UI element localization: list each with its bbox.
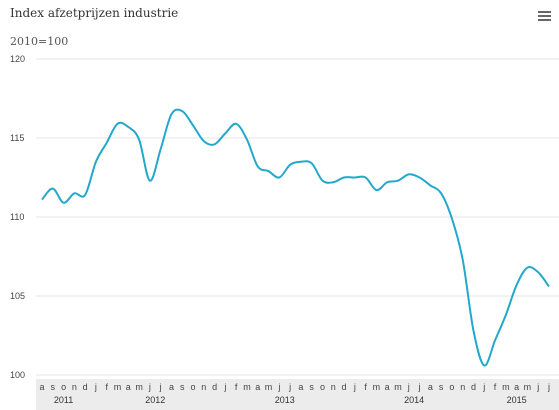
menu-bar: [538, 15, 551, 17]
x-tick-label: m: [114, 382, 122, 392]
x-tick-label: f: [364, 382, 367, 392]
x-tick-label: j: [536, 382, 539, 392]
x-tick-label: d: [83, 382, 88, 392]
menu-bar: [538, 19, 551, 21]
line-series: [41, 108, 550, 367]
x-tick-label: o: [191, 382, 196, 392]
x-tick-label: f: [105, 382, 108, 392]
x-tick-label: a: [514, 382, 519, 392]
x-tick-label: n: [72, 382, 77, 392]
x-tick-label: o: [61, 382, 66, 392]
x-tick-label: n: [201, 382, 206, 392]
y-tick-label: 120: [10, 54, 25, 64]
x-tick-label: f: [494, 382, 497, 392]
menu-icon[interactable]: [538, 11, 551, 21]
x-tick-label: s: [51, 382, 56, 392]
x-tick-label: a: [428, 382, 433, 392]
x-tick-label: a: [298, 382, 303, 392]
x-tick-label: o: [449, 382, 454, 392]
chart-subtitle: 2010=100: [10, 35, 68, 48]
x-tick-label: j: [277, 382, 280, 392]
chart-title: Index afzetprijzen industrie: [10, 6, 178, 20]
x-tick-label: s: [180, 382, 185, 392]
x-tick-label: a: [255, 382, 260, 392]
x-tick-label: j: [418, 382, 421, 392]
x-tick-label: m: [265, 382, 273, 392]
x-tick-label: m: [524, 382, 532, 392]
x-tick-label: d: [471, 382, 476, 392]
x-tick-label: j: [159, 382, 162, 392]
x-tick-label: m: [373, 382, 381, 392]
x-tick-label: j: [482, 382, 485, 392]
x-tick-label: j: [148, 382, 151, 392]
x-tick-label: d: [342, 382, 347, 392]
x-group-label: 2015: [507, 395, 527, 405]
x-tick-label: m: [243, 382, 251, 392]
y-tick-label: 105: [10, 291, 25, 301]
x-tick-label: f: [235, 382, 238, 392]
x-group-label: 2014: [404, 395, 424, 405]
x-group-label: 2011: [54, 395, 73, 405]
x-tick-label: j: [407, 382, 410, 392]
x-tick-label: j: [223, 382, 226, 392]
x-tick-label: a: [39, 382, 44, 392]
x-tick-label: s: [309, 382, 314, 392]
x-group-label: 2013: [275, 395, 295, 405]
x-tick-label: j: [547, 382, 550, 392]
y-tick-label: 110: [10, 212, 24, 222]
menu-bar: [538, 11, 551, 13]
x-tick-label: a: [385, 382, 390, 392]
y-tick-label: 115: [10, 133, 24, 143]
x-tick-label: j: [94, 382, 97, 392]
x-tick-label: s: [439, 382, 444, 392]
x-tick-label: m: [394, 382, 402, 392]
x-tick-label: n: [460, 382, 465, 392]
x-tick-label: j: [353, 382, 356, 392]
x-tick-label: a: [169, 382, 174, 392]
x-tick-label: m: [135, 382, 143, 392]
x-tick-label: n: [331, 382, 336, 392]
y-tick-label: 100: [10, 370, 25, 380]
x-tick-label: a: [126, 382, 131, 392]
x-tick-label: d: [212, 382, 217, 392]
x-tick-label: o: [320, 382, 325, 392]
x-axis-band: [36, 379, 559, 410]
x-group-label: 2012: [145, 395, 165, 405]
x-tick-label: j: [288, 382, 291, 392]
x-tick-label: m: [502, 382, 510, 392]
